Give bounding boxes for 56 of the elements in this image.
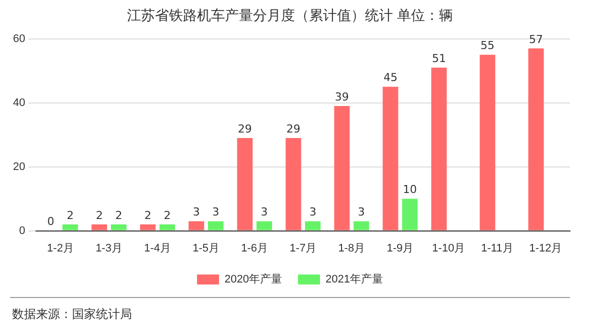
bar [92, 224, 108, 230]
x-tick-label: 1-2月 [47, 242, 74, 254]
x-tick-label: 1-11月 [481, 242, 514, 254]
bar [286, 138, 302, 230]
data-label: 39 [334, 90, 349, 104]
x-tick-label: 1-4月 [144, 242, 171, 254]
x-tick-label: 1-6月 [241, 242, 268, 254]
data-label: 2 [144, 208, 152, 222]
source-note: 数据来源：国家统计局 [12, 306, 132, 323]
chart-title: 江苏省铁路机车产量分月度（累计值）统计 单位：辆 [126, 8, 454, 24]
data-label: 29 [286, 122, 300, 136]
data-label: 2 [66, 208, 74, 222]
bar [431, 68, 447, 230]
bar [110, 224, 126, 230]
data-label: 55 [480, 39, 495, 52]
data-label: 2 [164, 208, 171, 222]
data-label: 45 [383, 71, 398, 84]
bar [480, 54, 496, 230]
x-tick-label: 1-10月 [432, 242, 466, 254]
data-label: 2 [96, 208, 103, 222]
data-label: 57 [529, 32, 544, 46]
bar [305, 221, 321, 230]
bar [334, 106, 350, 230]
bar [188, 221, 204, 230]
x-tick-label: 1-9月 [386, 242, 414, 254]
y-tick-label: 60 [12, 32, 26, 45]
x-tick-label: 1-12月 [529, 242, 562, 254]
data-label: 29 [238, 122, 252, 136]
bar [256, 221, 272, 230]
data-label: 3 [260, 206, 268, 219]
bar [402, 198, 418, 230]
bar [208, 221, 224, 230]
x-tick-label: 1-5月 [192, 242, 220, 254]
x-tick-label: 1-3月 [96, 242, 122, 254]
data-label: 2 [115, 208, 122, 222]
bar [528, 48, 544, 230]
bar [140, 224, 156, 230]
y-tick-label: 20 [12, 160, 26, 173]
legend-label: 2021年产量 [326, 272, 383, 286]
data-label: 51 [432, 52, 446, 65]
x-tick-label: 1-7月 [290, 242, 317, 254]
data-label: 0 [47, 215, 54, 228]
data-label: 3 [309, 206, 316, 219]
y-tick-label: 0 [19, 224, 26, 237]
bar [62, 224, 78, 230]
legend-label: 2020年产量 [224, 272, 282, 286]
y-tick-label: 40 [12, 96, 26, 109]
bar [382, 86, 398, 230]
data-label: 3 [192, 206, 200, 219]
bar [354, 221, 370, 230]
bar [159, 224, 176, 230]
x-tick-label: 1-8月 [338, 242, 366, 254]
bar [237, 138, 253, 230]
data-label: 3 [212, 206, 220, 219]
data-label: 10 [402, 183, 417, 196]
data-label: 3 [358, 206, 365, 219]
